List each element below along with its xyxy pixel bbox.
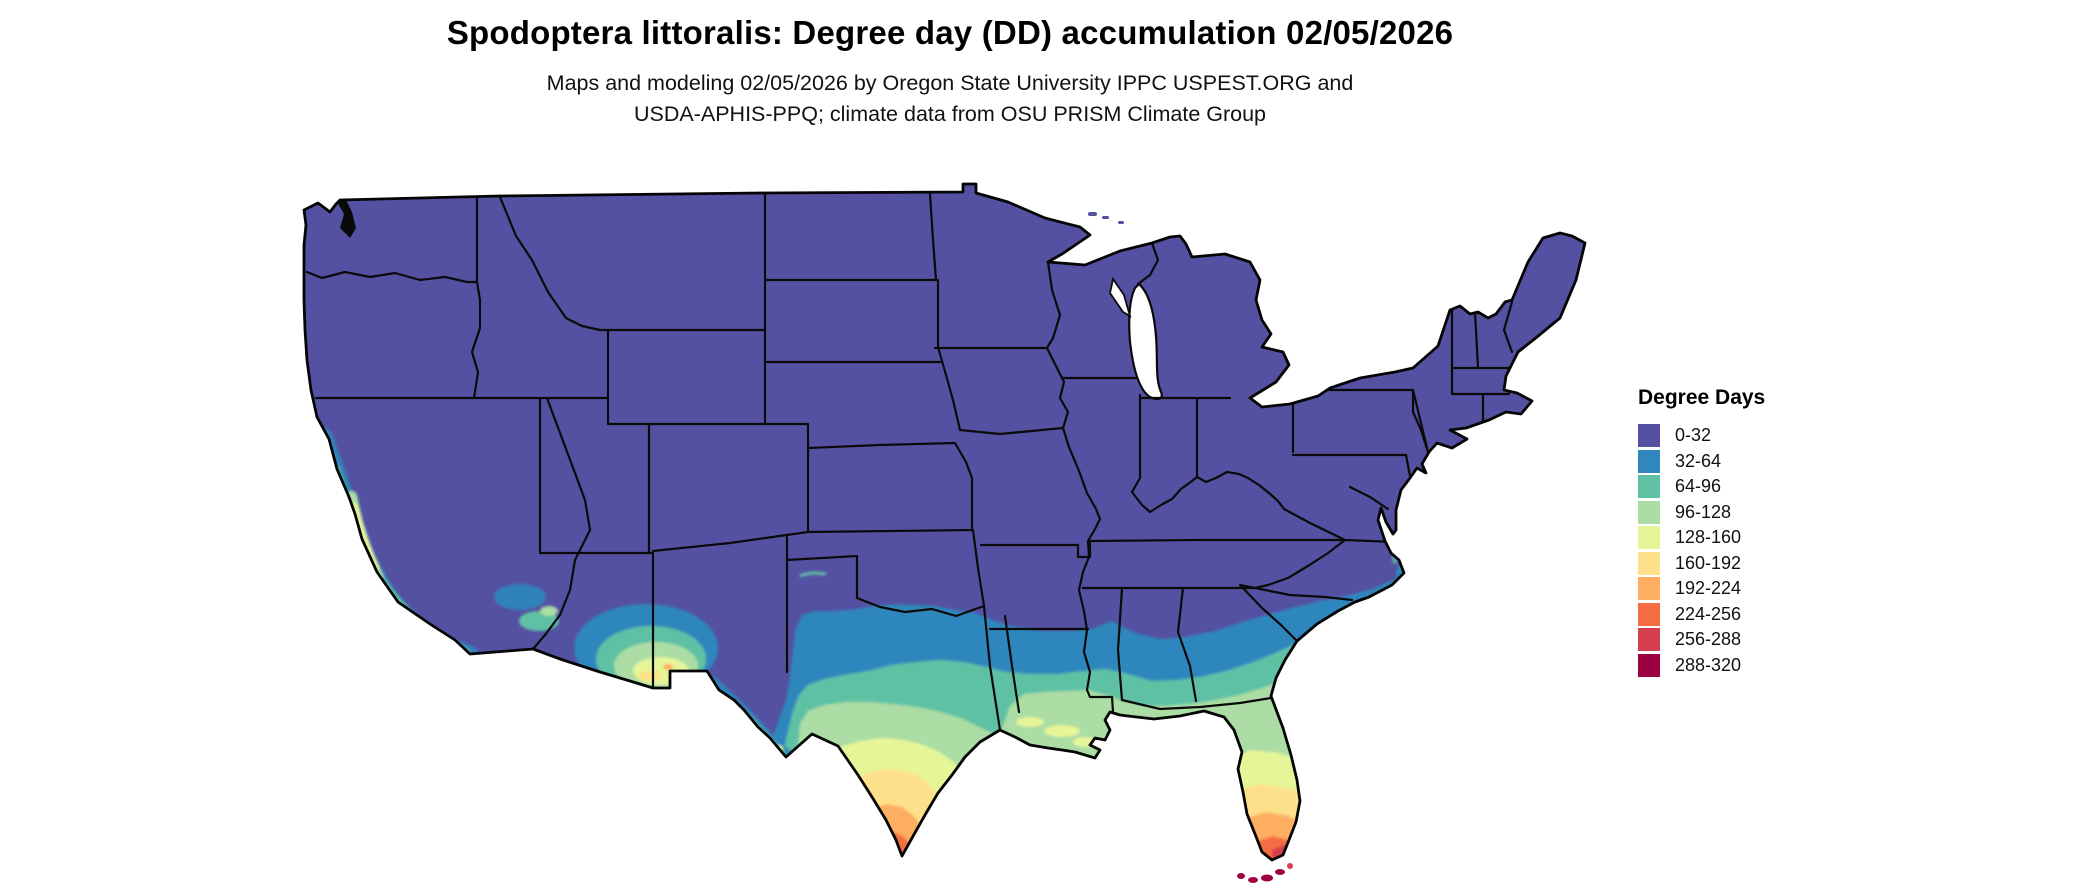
- dd-band-160-192-tx: [830, 769, 948, 860]
- legend-item: 256-288: [1638, 628, 1765, 651]
- legend-label: 32-64: [1675, 450, 1722, 471]
- map-subtitle-line2: USDA-APHIS-PPQ; climate data from OSU PR…: [633, 102, 1267, 126]
- legend-label: 96-128: [1675, 501, 1732, 522]
- lake-superior-islands: [1088, 212, 1124, 224]
- island-speck: [1088, 212, 1097, 216]
- keys-dot: [1261, 874, 1273, 882]
- legend-swatch: [1638, 653, 1660, 677]
- legend-swatch: [1638, 526, 1660, 549]
- map-title: Spodoptera littoralis: Degree day (DD) a…: [446, 14, 1454, 51]
- dd-ca-valley-128-160: [352, 502, 380, 571]
- legend-label: 0-32: [1675, 425, 1712, 445]
- legend-label: 288-320: [1675, 654, 1742, 675]
- legend-swatch: [1638, 551, 1660, 575]
- dd-nv-96-128: [540, 606, 558, 616]
- dd-az-160-192: [638, 671, 662, 681]
- map-subtitle-line1: Maps and modeling 02/05/2026 by Oregon S…: [546, 71, 1354, 95]
- state-borders-northeast: [1291, 300, 1514, 511]
- keys-dot: [1237, 873, 1245, 879]
- dd-band-224-256-tx: [864, 832, 913, 860]
- legend-item: 160-192: [1638, 551, 1765, 575]
- map-subtitle: Maps and modeling 02/05/2026 by Oregon S…: [0, 68, 1900, 130]
- keys-dot: [1248, 877, 1258, 883]
- legend-item: 224-256: [1638, 602, 1765, 626]
- legend-item: 192-224: [1638, 577, 1765, 600]
- legend-swatch: [1638, 475, 1660, 498]
- dd-nv-32-64: [494, 584, 546, 610]
- legend-swatch: [1638, 577, 1660, 600]
- legend: Degree Days 0-32 32-64 64-96 96-128 128-160 1…: [1638, 386, 1765, 679]
- dd-orcoast-64-96-dot2: [304, 499, 309, 517]
- dd-socal-192-224-dot: [426, 641, 434, 647]
- legend-swatch: [1638, 424, 1660, 447]
- legend-swatch: [1638, 500, 1660, 524]
- title-block: Spodoptera littoralis: Degree day (DD) a…: [0, 14, 1900, 130]
- dd-patch-128-160-la1: [1016, 717, 1044, 727]
- dd-patch-128-160-la2: [1044, 725, 1080, 737]
- legend-item: 64-96: [1638, 475, 1765, 498]
- legend-label: 160-192: [1675, 552, 1742, 573]
- dd-orcoast-64-96-dot1: [304, 531, 309, 559]
- state-borders-midwest: [928, 192, 1397, 714]
- keys-dot-red: [1287, 863, 1293, 869]
- island-speck: [1118, 221, 1124, 224]
- legend-swatch: [1638, 628, 1660, 651]
- legend-title: Degree Days: [1638, 386, 1766, 409]
- legend-item: 96-128: [1638, 500, 1765, 524]
- legend-swatch: [1638, 449, 1660, 473]
- legend-item: 128-160: [1638, 526, 1765, 549]
- legend-swatch: [1638, 602, 1660, 626]
- legend-label: 128-160: [1675, 527, 1742, 547]
- legend-label: 64-96: [1675, 476, 1722, 496]
- legend-item: 32-64: [1638, 449, 1765, 473]
- lake-green-bay: [1109, 276, 1132, 318]
- island-speck: [1102, 216, 1109, 219]
- legend-item: 288-320: [1638, 653, 1765, 677]
- keys-dot: [1275, 869, 1285, 875]
- dd-canadian-river-64-96: [799, 571, 827, 578]
- legend-label: 224-256: [1675, 603, 1742, 624]
- dd-az-192-224-dot: [663, 664, 673, 670]
- legend-label: 256-288: [1675, 629, 1742, 649]
- puget-sound-inlets: [336, 200, 356, 238]
- legend-items: 0-32 32-64 64-96 96-128 128-160 160-192 192-22…: [1638, 424, 1765, 677]
- state-borders-west: [305, 192, 1002, 732]
- legend-label: 192-224: [1675, 578, 1742, 598]
- florida-keys: [1237, 863, 1293, 883]
- us-outline: [302, 182, 1587, 862]
- legend-item: 0-32: [1638, 424, 1765, 447]
- dd-band-192-224-tx: [847, 804, 925, 860]
- dd-socal-160-192-dot: [368, 586, 384, 594]
